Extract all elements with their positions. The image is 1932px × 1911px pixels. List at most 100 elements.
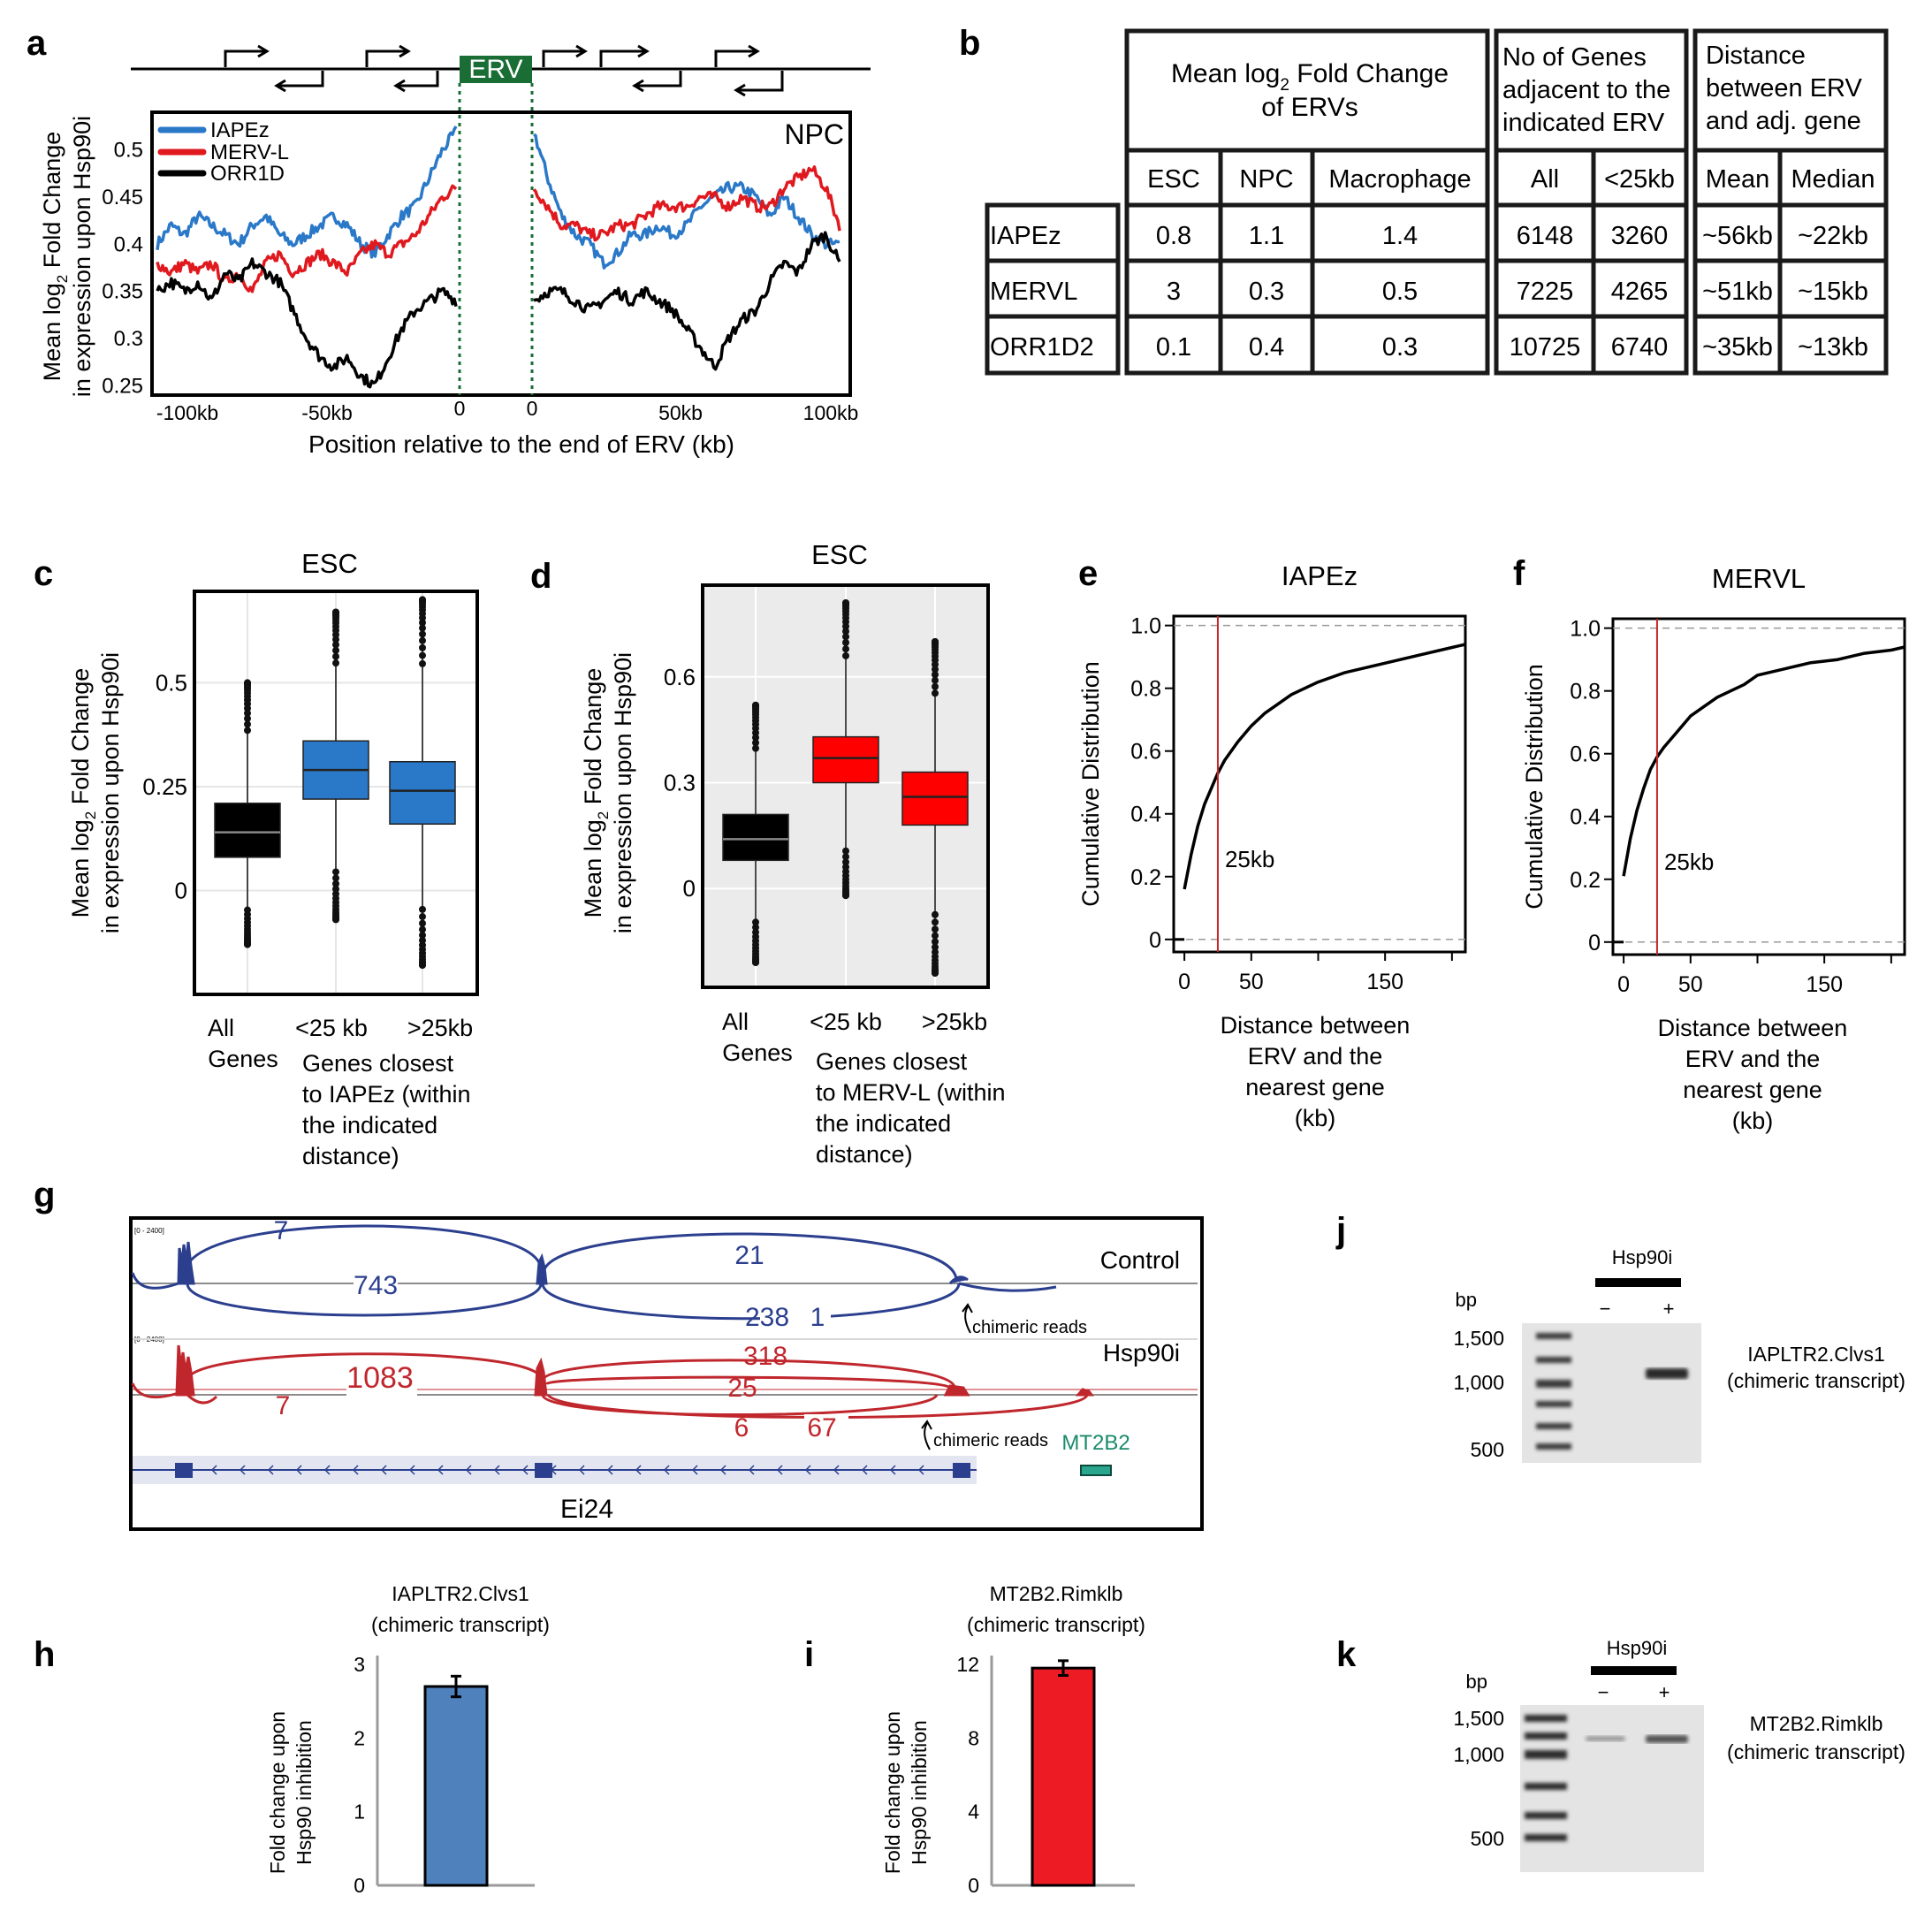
svg-text:21: 21 — [734, 1241, 764, 1270]
outlier-point — [932, 676, 939, 684]
bar — [423, 1685, 489, 1887]
panel-label-c: c — [34, 554, 53, 593]
x-category-label: Genes — [722, 1039, 793, 1066]
x-axis-caption: the indicated — [302, 1112, 437, 1138]
control-junction-counts: 7 743 21 238 1 — [274, 1216, 831, 1333]
y-axis-label-1: Mean log2 Fold Change — [67, 668, 99, 918]
x-tick: 100kb — [803, 401, 859, 424]
svg-text:Distance: Distance — [1706, 42, 1806, 70]
outlier-point — [842, 651, 849, 659]
chevron-left-icon — [380, 1465, 387, 1475]
plot-frame — [1172, 614, 1467, 954]
box — [812, 735, 879, 784]
outlier-point — [332, 879, 339, 887]
series-line-iapez — [156, 126, 458, 259]
gel-k-minus: − — [1598, 1681, 1609, 1703]
outlier-point — [332, 885, 339, 893]
outlier-point — [842, 858, 849, 866]
svg-text:7: 7 — [274, 1216, 289, 1245]
chevron-left-icon — [776, 1465, 783, 1475]
chevron-left-icon — [465, 1465, 472, 1475]
x-tick: 50kb — [658, 401, 703, 424]
table-cell: 7225 — [1517, 278, 1574, 306]
y-tick: 0.4 — [114, 232, 143, 256]
gel-k-bp-label: bp — [1466, 1671, 1487, 1693]
chevron-left-icon — [578, 1465, 585, 1475]
outlier-point — [419, 936, 426, 944]
table-row-name: ORR1D2 — [990, 333, 1094, 362]
table-cell: ~22kb — [1798, 222, 1868, 250]
y-tick: 1.0 — [1570, 617, 1601, 642]
gel-k-plus: + — [1659, 1681, 1670, 1703]
table-b-group1-header: Mean log2 Fold Change — [1171, 59, 1449, 95]
y-axis-label: Cumulative Distribution — [1521, 664, 1548, 910]
gel-j-product-desc: (chimeric transcript) — [1727, 1369, 1905, 1392]
y-tick: 0.25 — [142, 773, 187, 800]
outlier-point — [419, 919, 426, 927]
chevron-left-icon — [889, 1465, 896, 1475]
svg-text:adjacent to the: adjacent to the — [1502, 76, 1670, 104]
table-cell: 3 — [1167, 278, 1181, 306]
y-axis-label: Cumulative Distribution — [1077, 661, 1104, 907]
svg-text:318: 318 — [743, 1342, 787, 1371]
svg-text:500: 500 — [1471, 1438, 1504, 1461]
panel-label-j: j — [1335, 1211, 1346, 1250]
outlier-point — [332, 890, 339, 898]
control-chimeric-label: chimeric reads — [972, 1318, 1087, 1337]
table-b-subheaders: ESC NPC Macrophage All <25kb Mean Median — [1147, 165, 1875, 194]
x-axis-caption: to IAPEz (within — [302, 1081, 471, 1108]
outlier-point — [419, 643, 426, 651]
outlier-point — [842, 645, 849, 653]
reverse-arrow-icon — [734, 71, 784, 97]
control-track-label: Control — [1100, 1246, 1180, 1274]
table-cell: 1.4 — [1382, 222, 1418, 250]
outlier-point — [244, 709, 251, 717]
x-tick: 150 — [1366, 970, 1403, 994]
x-category-label: All — [722, 1009, 749, 1035]
outlier-point — [244, 906, 251, 914]
x-category-label: >25kb — [407, 1015, 473, 1041]
table-b-rows: IAPEz 0.8 1.1 1.4 6148 3260 ~56kb ~22kb MERVL 3 0.… — [990, 222, 1868, 362]
outlier-point — [752, 739, 759, 747]
series-line-orr1d — [533, 231, 841, 371]
chevron-left-icon — [719, 1465, 726, 1475]
y-tick: 2 — [354, 1726, 365, 1749]
outlier-point — [419, 932, 426, 940]
outlier-point — [419, 624, 426, 632]
svg-text:67: 67 — [807, 1413, 836, 1443]
y-axis-label-1: Fold change upon — [266, 1711, 289, 1874]
outlier-point — [332, 636, 339, 643]
outlier-point — [419, 913, 426, 921]
chevron-left-icon — [210, 1465, 217, 1475]
x-tick: 150 — [1806, 972, 1843, 997]
x-axis-caption: to MERV-L (within — [816, 1079, 1006, 1106]
table-row-name: MERVL — [990, 278, 1077, 306]
y-tick: 0 — [968, 1874, 979, 1897]
svg-text:6: 6 — [734, 1413, 749, 1443]
table-cell: 0.3 — [1382, 333, 1418, 362]
y-axis-label-2: in expression upon Hsp90i — [97, 652, 124, 933]
table-cell: 0.4 — [1249, 333, 1284, 362]
legend: IAPEz MERV-L ORR1D — [157, 118, 289, 186]
chart-title: ESC — [811, 539, 868, 570]
y-axis-label-2: in expression upon Hsp90i — [610, 652, 636, 933]
outlier-point — [752, 924, 759, 932]
y-tick: 0.2 — [1130, 865, 1161, 890]
cutoff-label: 25kb — [1225, 846, 1274, 872]
y-tick: 0.2 — [1570, 868, 1601, 893]
cutoff-label: 25kb — [1664, 849, 1714, 875]
x-axis-caption: Genes closest — [302, 1050, 454, 1077]
panel-j: j Hsp90i bp − + 1,500 1,000 500 IAPLTR2.… — [1335, 1211, 1905, 1463]
x-tick: 0 — [527, 397, 538, 420]
gel-k-treatment: Hsp90i — [1607, 1637, 1667, 1659]
gel-k-ladder — [1525, 1715, 1567, 1841]
outlier-point — [419, 630, 426, 638]
svg-text:7: 7 — [276, 1391, 291, 1420]
outlier-point — [244, 720, 251, 728]
svg-text:No of Genes: No of Genes — [1502, 43, 1647, 72]
x-axis-label: (kb) — [1295, 1105, 1336, 1131]
chevron-left-icon — [663, 1465, 670, 1475]
series-line-orr1d — [156, 257, 458, 389]
table-cell: 6740 — [1611, 333, 1669, 362]
outlier-point — [332, 874, 339, 882]
